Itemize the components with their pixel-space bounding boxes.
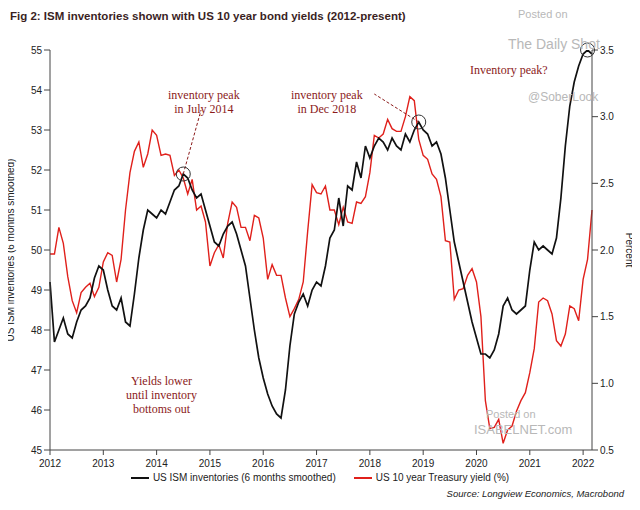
svg-text:3.0: 3.0	[600, 111, 614, 122]
svg-text:3.5: 3.5	[600, 45, 614, 56]
html-text:Posted on: Posted on	[518, 8, 568, 20]
svg-text:47: 47	[31, 365, 43, 376]
svg-text:2020: 2020	[465, 458, 488, 468]
html-text:inventory peak: inventory peak	[168, 88, 240, 102]
html-text:Inventory peak?: Inventory peak?	[470, 63, 548, 77]
html-text:ISABELNET.com: ISABELNET.com	[474, 422, 573, 437]
html-text:until inventory: until inventory	[126, 388, 197, 402]
svg-text:52: 52	[31, 165, 43, 176]
svg-text:2.5: 2.5	[600, 178, 614, 189]
svg-text:54: 54	[31, 85, 43, 96]
svg-text:50: 50	[31, 245, 43, 256]
html-text:@SoberLook: @SoberLook	[528, 90, 599, 104]
svg-text:45: 45	[31, 445, 43, 456]
svg-text:55: 55	[31, 45, 43, 56]
svg-text:2017: 2017	[305, 458, 328, 468]
svg-text:51: 51	[31, 205, 43, 216]
svg-text:2014: 2014	[145, 458, 168, 468]
svg-text:2.0: 2.0	[600, 245, 614, 256]
svg-text:2021: 2021	[519, 458, 542, 468]
svg-text:0.5: 0.5	[600, 445, 614, 456]
svg-text:2018: 2018	[359, 458, 382, 468]
html-text:Yields lower: Yields lower	[131, 374, 192, 388]
html-text:inventory peak: inventory peak	[291, 88, 363, 102]
svg-text:2015: 2015	[199, 458, 222, 468]
svg-text:48: 48	[31, 325, 43, 336]
svg-text:1.0: 1.0	[600, 378, 614, 389]
html-text:The Daily Shot: The Daily Shot	[508, 36, 600, 52]
svg-text:2013: 2013	[92, 458, 115, 468]
svg-text:US ISM inventories (6 months s: US ISM inventories (6 months smoothed)	[8, 159, 16, 342]
svg-text:Percent: Percent	[624, 233, 632, 268]
html-text:Fig 2: ISM inventories shown w: Fig 2: ISM inventories shown with US 10 …	[10, 10, 406, 22]
html-text:Source: Longview Economics, Ma: Source: Longview Economics, Macrobond	[446, 488, 624, 499]
svg-text:49: 49	[31, 285, 43, 296]
html-text:in July 2014: in July 2014	[174, 102, 234, 116]
svg-text:46: 46	[31, 405, 43, 416]
html-text:Posted on: Posted on	[486, 408, 536, 420]
html-text:US 10 year Treasury yield (%): US 10 year Treasury yield (%)	[375, 472, 510, 483]
svg-text:2016: 2016	[252, 458, 275, 468]
svg-text:2022: 2022	[572, 458, 595, 468]
svg-text:2012: 2012	[39, 458, 62, 468]
svg-text:53: 53	[31, 125, 43, 136]
svg-text:1.5: 1.5	[600, 311, 614, 322]
svg-text:2019: 2019	[412, 458, 435, 468]
html-text:US ISM inventories (6 months s: US ISM inventories (6 months smoothed)	[152, 472, 336, 483]
html-text:bottoms out: bottoms out	[133, 402, 190, 416]
html-text:in Dec 2018: in Dec 2018	[297, 102, 357, 116]
